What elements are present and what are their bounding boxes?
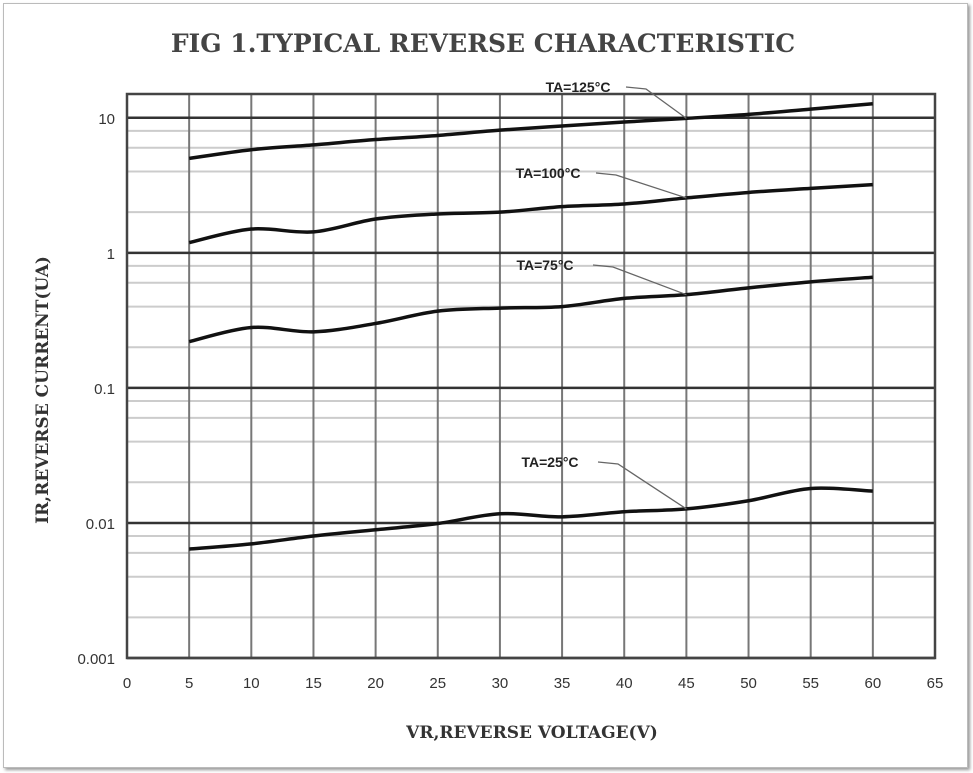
x-tick-label: 25: [429, 675, 446, 692]
series-label: TA=25°C: [521, 454, 578, 470]
leader-line: [597, 461, 687, 510]
series-label: TA=75°C: [516, 257, 573, 273]
plot-border: [125, 92, 937, 660]
x-tick-label: 20: [367, 675, 384, 692]
x-tick-label: 30: [492, 675, 509, 692]
y-tick-label: 0.1: [94, 381, 115, 398]
x-tick-label: 55: [802, 675, 819, 692]
leader-line: [595, 172, 687, 199]
y-axis-label: IR,REVERSE CURRENT(UA): [33, 256, 53, 524]
x-tick-label: 5: [185, 675, 193, 692]
leader-line: [592, 264, 687, 296]
x-tick-label: 40: [616, 675, 633, 692]
x-tick-label: 45: [678, 675, 695, 692]
x-tick-label: 50: [740, 675, 757, 692]
series-line: [188, 182, 873, 245]
y-tick-label: 0.001: [77, 651, 115, 668]
series-label: TA=100°C: [516, 165, 581, 181]
chart-title: FIG 1.TYPICAL REVERSE CHARACTERISTIC: [171, 29, 795, 58]
leader-line: [625, 86, 687, 119]
x-tick-label: 0: [123, 675, 131, 692]
x-tick-label: 35: [554, 675, 571, 692]
y-tick-label: 0.01: [86, 516, 115, 533]
y-tick-label: 10: [98, 111, 115, 128]
series-line: [188, 102, 873, 161]
x-axis-label: VR,REVERSE VOLTAGE(V): [405, 723, 658, 743]
y-tick-label: 1: [107, 246, 115, 263]
series-label: TA=125°C: [546, 79, 611, 95]
series-line: [189, 486, 873, 551]
x-tick-label: 15: [305, 675, 322, 692]
x-tick-label: 10: [243, 675, 260, 692]
chart-frame: [3, 3, 968, 768]
x-tick-label: 65: [927, 675, 944, 692]
x-tick-label: 60: [865, 675, 882, 692]
series-line: [188, 275, 873, 344]
